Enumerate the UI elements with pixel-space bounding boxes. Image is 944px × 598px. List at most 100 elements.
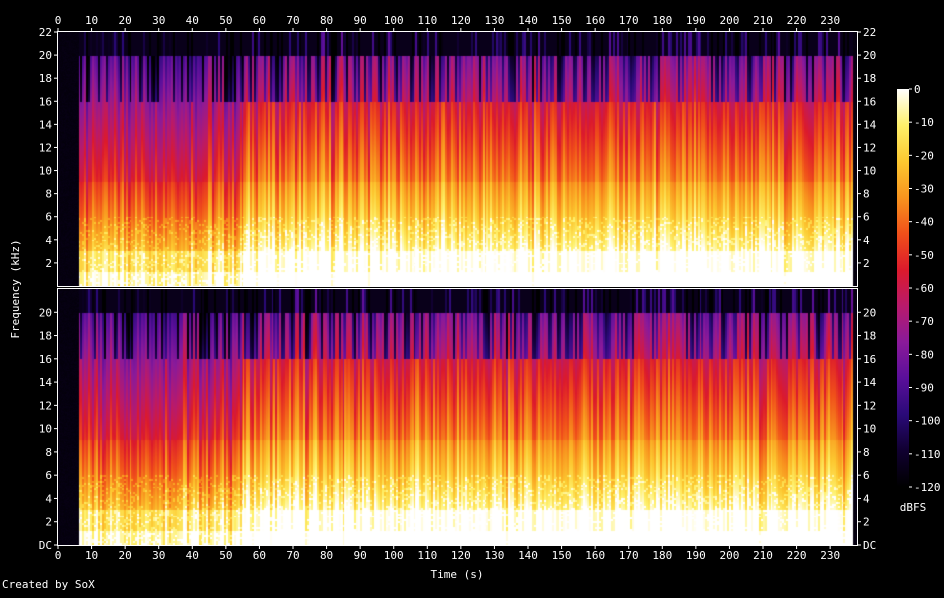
y-tick-label-right: 18 [863,72,876,85]
x-tick-label-bottom: 30 [152,549,165,562]
y-tick-label-left: 18 [39,330,52,343]
y-tick-label-left: 20 [39,306,52,319]
x-tick-label-top: 90 [354,14,367,27]
y-tick-label-left: 22 [39,26,52,39]
x-tick-label-bottom: 130 [484,549,504,562]
x-tick-label-top: 220 [787,14,807,27]
colorbar-tick-label: -60 [914,282,934,295]
y-tick-label-right: 14 [863,118,877,131]
x-tick-label-top: 130 [484,14,504,27]
x-tick-label-top: 60 [253,14,266,27]
y-tick-label-right: 14 [863,376,877,389]
x-tick-label-bottom: 90 [354,549,367,562]
y-tick-label-left: 8 [45,446,52,459]
x-tick-label-bottom: 60 [253,549,266,562]
y-tick-label-left: 8 [45,188,52,201]
y-tick-label-right: 8 [863,188,870,201]
x-tick-label-bottom: 110 [417,549,437,562]
y-tick-label-right: 10 [863,423,876,436]
x-tick-label-bottom: 160 [585,549,605,562]
y-axis-label: Frequency (kHz) [9,239,22,338]
colorbar-tick-label: -120 [914,481,941,494]
x-tick-label-bottom: 210 [753,549,773,562]
y-tick-label-left: 20 [39,49,52,62]
y-tick-label-left: 6 [45,211,52,224]
y-tick-label-right: 2 [863,516,870,529]
x-tick-label-bottom: 190 [686,549,706,562]
y-tick-label-left: 10 [39,165,52,178]
x-tick-label-bottom: 20 [119,549,132,562]
y-tick-label-right: 2 [863,257,870,270]
y-tick-label-left: 14 [39,118,53,131]
x-tick-label-top: 20 [119,14,132,27]
x-tick-label-bottom: 200 [719,549,739,562]
x-tick-label-bottom: 220 [787,549,807,562]
y-tick-label-right: 10 [863,165,876,178]
x-tick-label-top: 170 [619,14,639,27]
y-tick-label-left: 10 [39,423,52,436]
y-tick-label-right: 16 [863,353,876,366]
x-tick-label-top: 30 [152,14,165,27]
y-tick-label-right: 18 [863,330,876,343]
x-tick-label-bottom: 120 [451,549,471,562]
x-tick-label-bottom: 140 [518,549,538,562]
y-tick-label-right: 12 [863,399,876,412]
y-tick-label-left: 16 [39,95,52,108]
x-axis-label: Time (s) [431,568,484,581]
y-tick-label-right: 4 [863,492,870,505]
colorbar-tick-label: -70 [914,315,934,328]
x-tick-label-top: 190 [686,14,706,27]
x-tick-label-bottom: 170 [619,549,639,562]
y-tick-label-left: 12 [39,399,52,412]
colorbar-tick-label: -20 [914,149,934,162]
y-tick-label-left: 6 [45,469,52,482]
x-tick-label-top: 100 [384,14,404,27]
y-tick-label-right: 20 [863,306,876,319]
y-tick-label-left: 14 [39,376,53,389]
y-tick-label-left: 4 [45,234,52,247]
y-tick-label-right: 22 [863,26,876,39]
x-tick-label-top: 110 [417,14,437,27]
panel-frame-channel-1 [57,31,858,287]
x-tick-label-top: 210 [753,14,773,27]
x-tick-label-top: 180 [652,14,672,27]
y-tick-label-left: 18 [39,72,52,85]
x-tick-label-top: 10 [85,14,98,27]
x-tick-label-top: 70 [286,14,299,27]
colorbar-tick-label: -10 [914,116,934,129]
x-tick-label-top: 150 [552,14,572,27]
spectrogram-channel-1 [58,32,857,286]
y-tick-label-right: 8 [863,446,870,459]
y-tick-label-right: 16 [863,95,876,108]
colorbar-tick-label: -50 [914,249,934,262]
y-tick-label-right: 12 [863,141,876,154]
x-tick-label-bottom: 150 [552,549,572,562]
y-tick-label-left: 2 [45,257,52,270]
y-tick-label-right: 6 [863,469,870,482]
colorbar-tick-label: -90 [914,382,934,395]
y-tick-label-left: DC [39,539,52,552]
spectrogram-channel-2 [58,289,857,545]
x-tick-label-bottom: 80 [320,549,333,562]
x-tick-label-bottom: 10 [85,549,98,562]
colorbar-tick-label: -40 [914,216,934,229]
y-tick-label-right: 20 [863,49,876,62]
x-tick-label-top: 80 [320,14,333,27]
colorbar-tick-label: -100 [914,415,941,428]
panel-frame-channel-2 [57,288,858,546]
colorbar [897,89,909,487]
y-tick-label-left: 4 [45,492,52,505]
x-tick-label-top: 50 [219,14,232,27]
x-tick-label-top: 160 [585,14,605,27]
x-tick-label-top: 230 [820,14,840,27]
x-tick-label-top: 40 [186,14,199,27]
y-tick-label-right: DC [863,539,876,552]
colorbar-tick-label: -80 [914,348,934,361]
x-tick-label-bottom: 40 [186,549,199,562]
x-tick-label-top: 0 [55,14,62,27]
x-tick-label-top: 120 [451,14,471,27]
x-tick-label-bottom: 70 [286,549,299,562]
y-tick-label-right: 4 [863,234,870,247]
